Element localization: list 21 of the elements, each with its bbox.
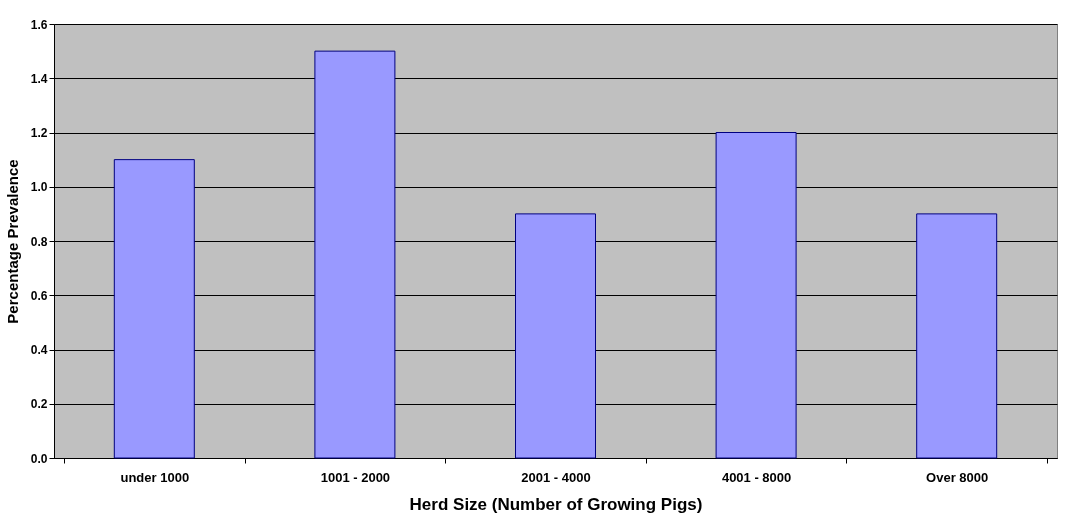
y-tick-label: 1.0 — [30, 180, 48, 195]
y-tick-label: 1.2 — [30, 126, 48, 140]
bar — [314, 50, 396, 459]
x-tick-label: 2001 - 4000 — [521, 469, 591, 485]
x-tick-label: 1001 - 2000 — [320, 469, 391, 485]
bar — [515, 213, 596, 459]
bar — [916, 213, 998, 459]
y-axis-title: Percentage Prevalence — [3, 159, 21, 324]
y-tick-label: 1.4 — [30, 71, 48, 86]
x-axis-title: Herd Size (Number of Growing Pigs) — [409, 494, 703, 514]
y-tick-label: 0.2 — [30, 397, 48, 412]
y-tick-label: 0.8 — [30, 234, 48, 249]
y-tick-label: 0.6 — [30, 288, 48, 303]
bar — [715, 132, 797, 459]
x-tick-label: Over 8000 — [926, 469, 989, 485]
y-tick-label: 0.4 — [30, 343, 48, 357]
x-tick-label: 4001 - 8000 — [721, 469, 792, 485]
y-tick-label: 1.6 — [30, 17, 48, 32]
y-tick-label: 0.0 — [30, 451, 48, 466]
x-tick-label: under 1000 — [120, 469, 190, 485]
bar — [113, 159, 195, 459]
